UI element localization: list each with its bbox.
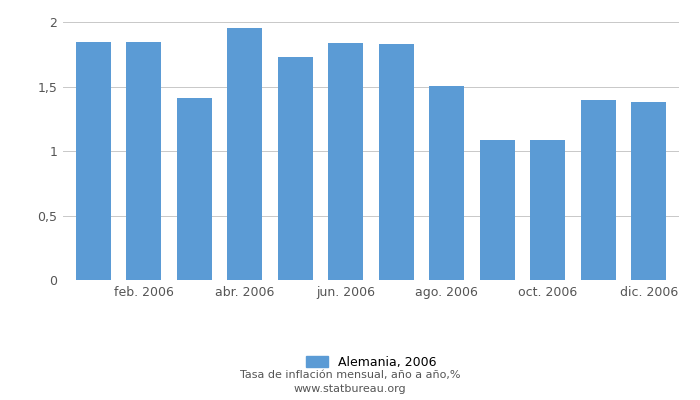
Text: Tasa de inflación mensual, año a año,%: Tasa de inflación mensual, año a año,% (239, 370, 461, 380)
Bar (76, 42, 111, 280)
Bar (631, 102, 666, 280)
Bar (379, 44, 414, 280)
Bar (429, 86, 464, 280)
Bar (480, 140, 515, 280)
Legend: Alemania, 2006: Alemania, 2006 (305, 356, 437, 369)
Bar (278, 57, 313, 280)
Bar (530, 140, 566, 280)
Bar (176, 98, 212, 280)
Bar (227, 28, 262, 280)
Bar (328, 43, 363, 280)
Bar (580, 100, 616, 280)
Text: www.statbureau.org: www.statbureau.org (294, 384, 406, 394)
Bar (126, 42, 162, 280)
